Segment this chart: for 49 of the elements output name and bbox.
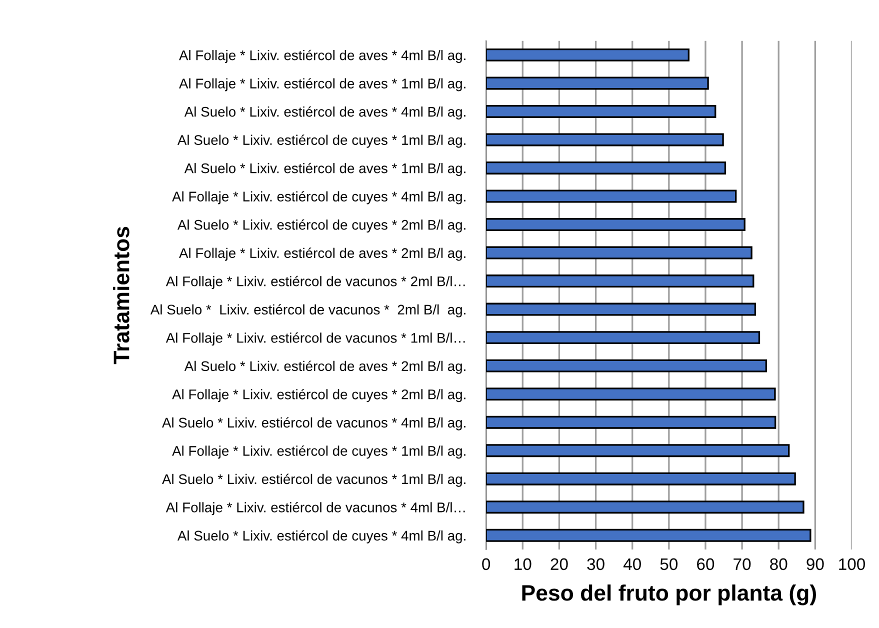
y-tick-label: Al Follaje * Lixiv. estiércol de vacunos * 1ml B/l… bbox=[166, 332, 465, 346]
x-tick-label: 20 bbox=[550, 558, 568, 570]
bar bbox=[486, 246, 752, 260]
bar bbox=[486, 416, 776, 429]
x-tick-label: 0 bbox=[482, 558, 490, 570]
y-tick-label: Al Follaje * Lixiv. estiércol de vacunos * 2ml B/l… bbox=[166, 276, 465, 290]
x-tick-label: 90 bbox=[806, 558, 824, 570]
x-tick-label: 60 bbox=[697, 558, 714, 570]
bar bbox=[486, 218, 746, 231]
bar bbox=[486, 500, 804, 514]
x-tick-label: 70 bbox=[734, 558, 751, 570]
y-axis-title: Tratamientos bbox=[113, 226, 130, 364]
x-tick-label: 100 bbox=[839, 558, 866, 570]
y-tick-label: Al Follaje * Lixiv. estiércol de cuyes * 2ml B/l ag. bbox=[172, 388, 466, 402]
y-tick-label: Al Follaje * Lixiv. estiércol de cuyes * 4ml B/l ag. bbox=[172, 191, 466, 204]
y-tick-label: Al Follaje * Lixiv. estiércol de aves * 2ml B/l ag. bbox=[179, 248, 466, 261]
y-tick-label: Al Suelo * Lixiv. estiércol de vacunos * 4ml B/l ag. bbox=[162, 417, 466, 430]
y-tick-label: Al Suelo * Lixiv. estiércol de cuyes * 2ml B/l ag. bbox=[177, 219, 466, 233]
bar bbox=[486, 359, 768, 372]
y-tick-label: Al Suelo * Lixiv. estiércol de aves * 2ml B/l ag. bbox=[184, 360, 466, 374]
y-tick-label: Al Suelo * Lixiv. estiércol de aves * 1ml B/l ag. bbox=[184, 162, 466, 176]
x-tick-label: 50 bbox=[660, 558, 678, 570]
bar bbox=[486, 104, 716, 118]
y-tick-label: Al Follaje * Lixiv. estiércol de vacunos * 4ml B/l… bbox=[166, 502, 465, 516]
bar bbox=[486, 190, 737, 203]
y-tick-label: Al Follaje * Lixiv. estiércol de cuyes * 1ml B/l ag. bbox=[172, 445, 466, 459]
y-tick-label: Al Follaje * Lixiv. estiércol de aves * 4ml B/l ag. bbox=[179, 50, 466, 63]
bar bbox=[486, 331, 760, 344]
bar bbox=[486, 133, 724, 146]
x-axis-title: Peso del fruto por planta (g) bbox=[522, 584, 816, 606]
bar bbox=[486, 76, 709, 90]
bar bbox=[486, 388, 776, 401]
bar bbox=[486, 274, 754, 288]
bar bbox=[486, 444, 790, 458]
bar bbox=[486, 472, 796, 486]
bar bbox=[486, 162, 726, 174]
y-tick-label: Al Suelo * Lixiv. estiércol de cuyes * 1ml B/l ag. bbox=[177, 134, 466, 148]
x-tick-label: 10 bbox=[514, 558, 532, 570]
bar bbox=[486, 528, 812, 542]
y-tick-label: Al Suelo * Lixiv. estiércol de cuyes * 4ml B/l ag. bbox=[177, 530, 466, 544]
bar bbox=[486, 48, 690, 62]
y-tick-label: Al Suelo * Lixiv. estiércol de vacunos * 1ml B/l ag. bbox=[162, 474, 466, 487]
bar bbox=[486, 302, 756, 316]
x-tick-label: 80 bbox=[770, 558, 788, 570]
x-tick-label: 30 bbox=[587, 558, 604, 570]
x-tick-label: 40 bbox=[623, 558, 641, 570]
y-tick-label: Al Suelo * Lixiv. estiércol de aves * 4ml B/l ag. bbox=[184, 106, 466, 120]
y-tick-label: Al Follaje * Lixiv. estiércol de aves * 1ml B/l ag. bbox=[179, 78, 466, 92]
y-tick-label: Al Suelo * Lixiv. estiércol de vacunos * 2ml B/l ag. bbox=[150, 304, 466, 318]
